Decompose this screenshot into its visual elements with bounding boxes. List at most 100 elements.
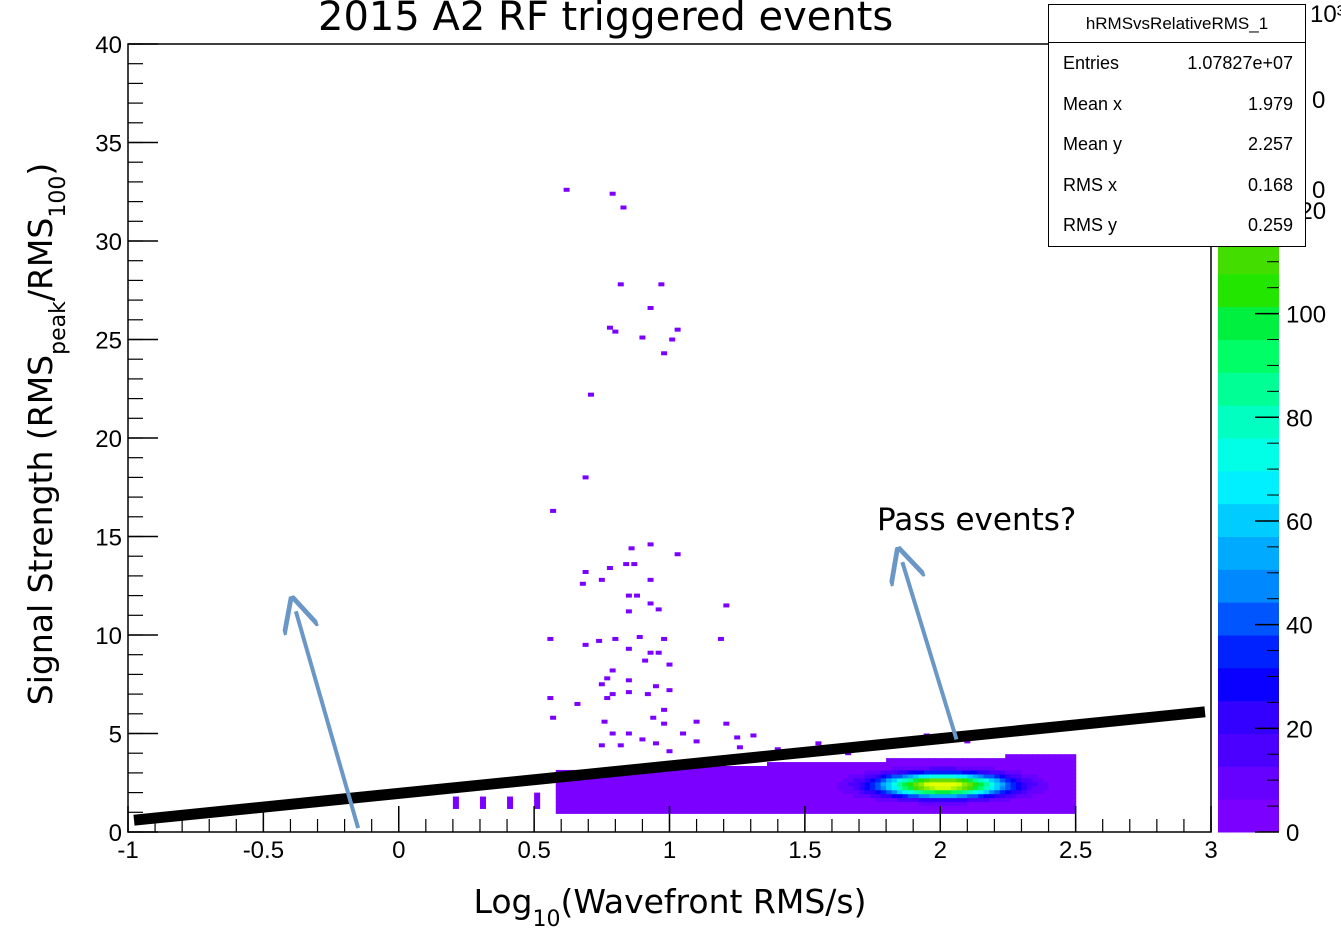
- heatmap-bin: [599, 809, 606, 814]
- heatmap-bin: [772, 769, 779, 775]
- y-tick-label: 20: [95, 426, 122, 453]
- heatmap-bin: [810, 769, 817, 775]
- heatmap-bin: [609, 785, 616, 791]
- heatmap-bin: [826, 766, 833, 771]
- heatmap-bin: [826, 777, 833, 783]
- scatter-point: [598, 682, 605, 687]
- heatmap-bin: [691, 793, 698, 799]
- heatmap-bin: [761, 773, 768, 779]
- scatter-point: [639, 737, 646, 742]
- heatmap-bin: [756, 793, 763, 799]
- heatmap-bin: [918, 793, 925, 799]
- heatmap-bin: [723, 809, 730, 814]
- heatmap-bin: [1043, 758, 1050, 763]
- heatmap-bin: [555, 785, 562, 791]
- heatmap-bin: [1005, 773, 1012, 779]
- heatmap-bin: [1032, 758, 1039, 763]
- heatmap-bin: [723, 801, 730, 807]
- heatmap-bin: [967, 773, 974, 779]
- heatmap-bin: [842, 809, 849, 814]
- heatmap-bin: [902, 769, 909, 775]
- heatmap-bin: [642, 781, 649, 787]
- heatmap-bin: [864, 797, 871, 803]
- heatmap-bin: [1059, 762, 1066, 767]
- color-scale-label: 60: [1286, 509, 1313, 536]
- scatter-point: [736, 745, 743, 750]
- heatmap-bin: [972, 801, 979, 807]
- heatmap-bin: [1053, 789, 1060, 795]
- heatmap-bin: [588, 781, 595, 787]
- heatmap-bin: [582, 793, 589, 799]
- heatmap-bin: [788, 762, 795, 767]
- heatmap-bin: [804, 769, 811, 775]
- heatmap-bin: [739, 785, 746, 791]
- heatmap-bin: [674, 777, 681, 783]
- heatmap-bin: [723, 785, 730, 791]
- color-scale-label: 0: [1286, 820, 1299, 847]
- heatmap-bin: [891, 762, 898, 767]
- heatmap-bin: [994, 769, 1001, 775]
- heatmap-bin: [588, 801, 595, 807]
- heatmap-bin: [734, 793, 741, 799]
- heatmap-bin: [685, 793, 692, 799]
- heatmap-bin: [1032, 805, 1039, 810]
- heatmap-bin: [967, 805, 974, 810]
- heatmap-bin: [664, 797, 671, 803]
- heatmap-bin: [647, 805, 654, 810]
- heatmap-bin: [815, 801, 822, 807]
- heatmap-bin: [880, 773, 887, 779]
- heatmap-bin: [685, 801, 692, 807]
- heatmap-bin: [810, 801, 817, 807]
- heatmap-bin: [582, 777, 589, 783]
- heatmap-bin: [896, 789, 903, 795]
- heatmap-bin: [918, 769, 925, 775]
- heatmap-bin: [891, 781, 898, 787]
- heatmap-bin: [507, 804, 514, 809]
- scatter-point: [655, 607, 662, 612]
- heatmap-bin: [620, 789, 627, 795]
- heatmap-bin: [902, 809, 909, 814]
- heatmap-bin: [772, 781, 779, 787]
- heatmap-bin: [794, 809, 801, 814]
- heatmap-bin: [1053, 785, 1060, 791]
- heatmap-bin: [831, 801, 838, 807]
- heatmap-bin: [924, 766, 931, 771]
- heatmap-bin: [723, 769, 730, 775]
- heatmap-bin: [1059, 805, 1066, 810]
- heatmap-bin: [924, 769, 931, 775]
- heatmap-bin: [1026, 758, 1033, 763]
- heatmap-bin: [588, 789, 595, 795]
- heatmap-bin: [924, 773, 931, 779]
- scatter-point: [652, 684, 659, 689]
- heatmap-bin: [1016, 785, 1023, 791]
- heatmap-bin: [701, 789, 709, 795]
- heatmap-bin: [783, 801, 790, 807]
- cut-line: [133, 706, 1206, 826]
- heatmap-bin: [761, 781, 768, 787]
- heatmap-bin: [701, 773, 709, 779]
- heatmap-bin: [804, 793, 811, 799]
- heatmap-bin: [593, 777, 600, 783]
- heatmap-bin: [869, 762, 876, 767]
- heatmap-bin: [940, 801, 947, 807]
- heatmap-bin: [794, 789, 801, 795]
- heatmap-bin: [896, 762, 903, 767]
- heatmap-bin: [896, 801, 903, 807]
- heatmap-bin: [637, 801, 644, 807]
- heatmap-bin: [615, 809, 622, 814]
- heatmap-bin: [653, 797, 660, 803]
- heatmap-bin: [729, 789, 736, 795]
- heatmap-bin: [604, 801, 611, 807]
- heatmap-bin: [739, 805, 746, 810]
- heatmap-bin: [799, 773, 806, 779]
- heatmap-bin: [815, 789, 822, 795]
- heatmap-bin: [729, 769, 736, 775]
- heatmap-bin: [983, 809, 990, 814]
- heatmap-bin: [821, 777, 828, 783]
- heatmap-bin: [756, 789, 763, 795]
- heatmap-bin: [972, 793, 979, 799]
- heatmap-bin: [1037, 785, 1044, 791]
- heatmap-bin: [691, 797, 698, 803]
- heatmap-bin: [972, 797, 979, 803]
- heatmap-bin: [1053, 773, 1060, 779]
